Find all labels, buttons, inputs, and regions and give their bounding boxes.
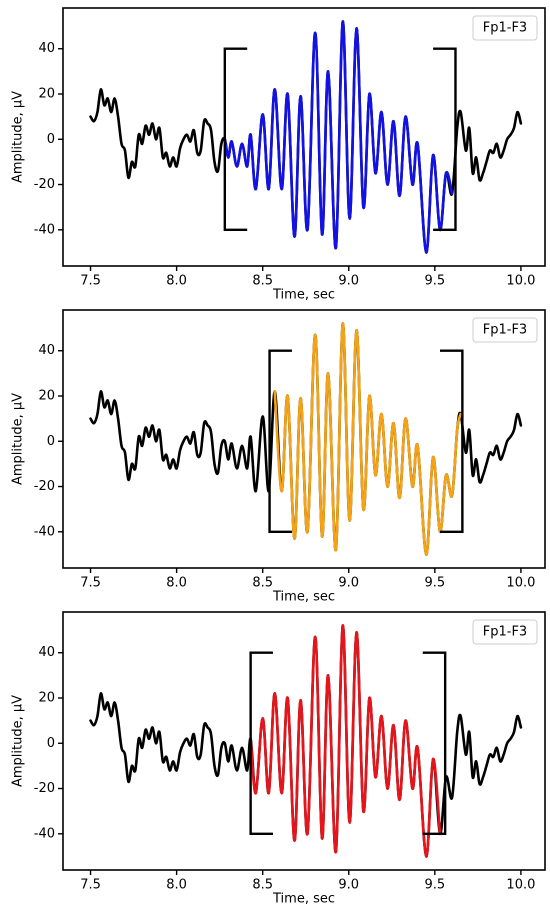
x-tick-label: 8.0 [166,576,187,591]
x-tick-label: 8.5 [252,878,273,893]
x-tick-label: 7.5 [80,274,101,289]
highlight-line [249,624,442,858]
x-tick-label: 7.5 [80,576,101,591]
x-tick-label: 9.0 [338,878,359,893]
x-tick-label: 8.5 [252,274,273,289]
bracket [268,349,292,533]
x-tick-label: 10.0 [506,878,535,893]
bracket [422,651,447,835]
x-tick-label: 9.0 [338,274,359,289]
y-axis-label: Amplitude, μV [11,91,26,183]
subplot: 7.5 8.0 8.5 9.0 9.5 10.0 -40 -20 0 20 40 Time, sec A… [11,7,546,303]
x-tick-label: 10.0 [506,274,535,289]
x-axis-label: Time, sec [272,590,335,605]
y-tick-label: -20 [34,177,55,192]
x-tick-label: 9.5 [424,576,445,591]
legend-box [472,317,538,343]
x-axis-label: Time, sec [272,892,335,907]
y-tick-label: 20 [38,87,55,102]
y-tick-label: 40 [38,343,55,358]
x-tick-label: 9.5 [424,274,445,289]
y-tick-label: 20 [38,691,55,706]
highlight-line [273,322,462,556]
y-tick-label: 40 [38,41,55,56]
x-tick-label: 8.5 [252,576,273,591]
y-tick-label: 40 [38,645,55,660]
y-tick-label: 0 [47,736,55,751]
subplot: 7.5 8.0 8.5 9.0 9.5 10.0 -40 -20 0 20 40 Time, sec A… [11,611,546,907]
y-tick-label: -40 [34,222,55,237]
y-tick-label: -40 [34,524,55,539]
y-tick-label: 0 [47,132,55,147]
bracket [439,349,464,533]
y-axis-label: Amplitude, μV [11,695,26,787]
x-tick-label: 10.0 [506,576,535,591]
legend-label: Fp1-F3 [483,323,527,338]
bracket [249,651,274,835]
y-tick-label: -40 [34,826,55,841]
plot-frame [62,7,546,267]
x-tick-label: 7.5 [80,878,101,893]
y-tick-label: 0 [47,434,55,449]
legend-box [472,619,538,645]
subplot: 7.5 8.0 8.5 9.0 9.5 10.0 -40 -20 0 20 40 Time, sec A… [11,309,546,605]
legend-box [472,15,538,41]
y-tick-label: -20 [34,479,55,494]
legend-label: Fp1-F3 [483,625,527,640]
x-tick-label: 9.0 [338,576,359,591]
x-tick-label: 9.5 [424,878,445,893]
x-axis-label: Time, sec [272,288,335,303]
x-tick-label: 8.0 [166,274,187,289]
bracket [433,47,457,231]
y-tick-label: -20 [34,781,55,796]
x-tick-label: 8.0 [166,878,187,893]
plot-frame [62,611,546,871]
y-tick-label: 20 [38,389,55,404]
highlight-line [223,20,454,254]
y-axis-label: Amplitude, μV [11,393,26,485]
legend-label: Fp1-F3 [483,21,527,36]
plot-frame [62,309,546,569]
bracket [223,47,248,231]
